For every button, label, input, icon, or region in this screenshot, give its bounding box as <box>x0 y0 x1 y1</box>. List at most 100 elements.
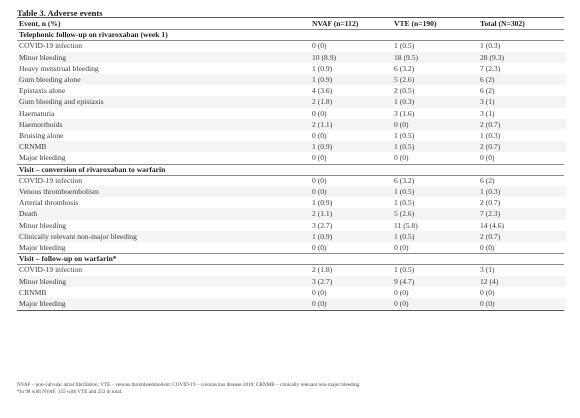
nvaf-cell: 1 (0.9) <box>312 230 394 243</box>
event-cell: Bruising alone <box>19 131 64 141</box>
event-cell: Gum bleeding and epistaxis <box>17 96 312 108</box>
nvaf-cell: 0 (0) <box>312 186 394 198</box>
rule-above-section <box>17 164 564 165</box>
total-cell: 0 (0) <box>480 287 495 297</box>
event-cell: Arterial thrombosis <box>19 198 79 208</box>
rule-under-section <box>17 175 564 176</box>
column-header: NVAF (n=112) <box>312 19 359 28</box>
total-cell: 2 (0.7) <box>480 118 566 131</box>
nvaf-cell: 0 (0) <box>312 108 327 118</box>
vte-cell: 11 (5.8) <box>394 220 418 230</box>
vte-cell: 1 (0.5) <box>394 141 480 153</box>
table-row: COVID-19 infection 0 (0) 1 (0.5) 1 (0.3) <box>17 40 566 51</box>
table-header-row: Event, n (%) NVAF (n=112) VTE (n=190) Total… <box>17 18 566 29</box>
nvaf-cell: 3 (2.7) <box>312 275 394 287</box>
vte-cell: 1 (0.5) <box>394 230 480 243</box>
nvaf-cell: 3 (2.7) <box>312 220 333 230</box>
vte-cell: 1 (0.5) <box>394 41 415 51</box>
table-row: Clinically relevant non-major bleeding 1 … <box>17 230 566 243</box>
event-cell: Minor bleeding <box>19 220 67 230</box>
table-row: Haematuria 0 (0) 3 (1.6) 3 (1) <box>17 108 566 119</box>
section-heading-row: Visit – conversion of rivaroxaban to war… <box>17 164 566 175</box>
vte-cell: 1 (0.5) <box>394 186 480 198</box>
footnote-denominators: *In 98 with NVAF, 155 with VTE and 253 i… <box>17 389 123 396</box>
total-cell: 6 (2) <box>480 175 495 185</box>
event-cell: COVID-19 infection <box>19 175 83 185</box>
total-cell: 1 (0.3) <box>480 131 501 141</box>
rule-under-section <box>17 40 564 41</box>
vte-cell: 9 (4.7) <box>394 275 480 287</box>
table-row: Heavy menstrual bleeding 1 (0.9) 6 (3.2) 7 … <box>17 63 566 74</box>
nvaf-cell: 0 (0) <box>312 243 327 253</box>
event-cell: Clinically relevant non-major bleeding <box>17 230 312 243</box>
total-cell: 7 (2.3) <box>480 63 501 73</box>
adverse-events-table: Event, n (%) NVAF (n=112) VTE (n=190) Total… <box>17 18 566 310</box>
nvaf-cell: 0 (0) <box>312 298 394 310</box>
section-heading: Visit – conversion of rivaroxaban to war… <box>19 164 166 174</box>
footnote-abbreviations: NVAF – non-valvular atrial fibrillation;… <box>17 382 361 388</box>
total-cell: 0 (0) <box>480 298 566 310</box>
table-row: CRNMB 1 (0.9) 1 (0.5) 2 (0.7) <box>17 141 566 153</box>
event-cell: COVID-19 infection <box>19 41 83 51</box>
section-heading-row: Visit – follow-up on warfarin* <box>17 253 566 264</box>
table-row: Haemorrhoids 2 (1.1) 0 (0) 2 (0.7) <box>17 118 566 131</box>
event-cell: Major bleeding <box>19 243 66 253</box>
event-cell: Venous thromboembolism <box>17 186 312 198</box>
rule-under-section <box>17 264 564 265</box>
vte-cell: 0 (0) <box>394 153 409 163</box>
vte-cell: 0 (0) <box>394 298 480 310</box>
vte-cell: 5 (2.6) <box>394 74 480 86</box>
table-row: Minor bleeding 3 (2.7) 9 (4.7) 12 (4) <box>17 275 566 287</box>
rule-above-section <box>17 253 564 254</box>
table-title: Table 3. Adverse events <box>17 8 103 18</box>
event-cell: Epistaxis alone <box>19 86 66 96</box>
table-row: Epistaxis alone 4 (3.6) 2 (0.5) 6 (2) <box>17 85 566 96</box>
total-cell: 6 (2) <box>480 74 566 86</box>
rule-above-section <box>17 29 564 30</box>
nvaf-cell: 0 (0) <box>312 153 327 163</box>
section-heading: Visit – follow-up on warfarin* <box>19 254 117 264</box>
section-heading: Telephonic follow-up on rivaroxaban (wee… <box>19 30 168 40</box>
nvaf-cell: 4 (3.6) <box>312 86 333 96</box>
event-cell: Minor bleeding <box>17 51 312 63</box>
table-row: COVID-19 infection 0 (0) 6 (3.2) 6 (2) <box>17 175 566 186</box>
vte-cell: 1 (0.3) <box>394 96 480 108</box>
total-cell: 28 (9.3) <box>480 51 566 63</box>
nvaf-cell: 2 (1.1) <box>312 118 394 131</box>
event-cell: Major bleeding <box>17 298 312 310</box>
table-row: Bruising alone 0 (0) 1 (0.5) 1 (0.3) <box>17 130 566 141</box>
event-cell: Gum bleeding alone <box>17 74 312 86</box>
table-row: Major bleeding 0 (0) 0 (0) 0 (0) <box>17 242 566 253</box>
nvaf-cell: 1 (0.9) <box>312 141 394 153</box>
vte-cell: 1 (0.5) <box>394 265 415 275</box>
table-row: Venous thromboembolism 0 (0) 1 (0.5) 1 (0.3… <box>17 186 566 198</box>
table-row: Major bleeding 0 (0) 0 (0) 0 (0) <box>17 298 566 310</box>
vte-cell: 0 (0) <box>394 243 409 253</box>
column-header: VTE (n=190) <box>394 19 437 28</box>
event-cell: CRNMB <box>19 287 47 297</box>
nvaf-cell: 2 (1.8) <box>312 265 333 275</box>
total-cell: 2 (0.7) <box>480 198 501 208</box>
total-cell: 0 (0) <box>480 153 495 163</box>
nvaf-cell: 0 (0) <box>312 41 327 51</box>
table-row: Minor bleeding 10 (8.9) 18 (9.5) 28 (9.3) <box>17 51 566 63</box>
total-cell: 12 (4) <box>480 275 566 287</box>
table-row: Arterial thrombosis 1 (0.9) 1 (0.5) 2 (0.7) <box>17 197 566 208</box>
vte-cell: 6 (3.2) <box>394 175 415 185</box>
vte-cell: 2 (0.5) <box>394 86 415 96</box>
section-heading-row: Telephonic follow-up on rivaroxaban (wee… <box>17 29 566 40</box>
table-row: Major bleeding 0 (0) 0 (0) 0 (0) <box>17 152 566 163</box>
event-cell: Death <box>17 208 312 220</box>
table-row: Death 2 (1.1) 5 (2.6) 7 (2.3) <box>17 208 566 220</box>
column-header: Total (N=302) <box>480 19 525 28</box>
nvaf-cell: 0 (0) <box>312 287 327 297</box>
table-row: COVID-19 infection 2 (1.8) 1 (0.5) 3 (1) <box>17 264 566 275</box>
vte-cell: 1 (0.5) <box>394 198 415 208</box>
event-cell: CRNMB <box>17 141 312 153</box>
event-cell: COVID-19 infection <box>19 265 83 275</box>
vte-cell: 6 (3.2) <box>394 63 415 73</box>
event-cell: Minor bleeding <box>17 275 312 287</box>
event-cell: Haematuria <box>19 108 55 118</box>
vte-cell: 5 (2.6) <box>394 208 480 220</box>
